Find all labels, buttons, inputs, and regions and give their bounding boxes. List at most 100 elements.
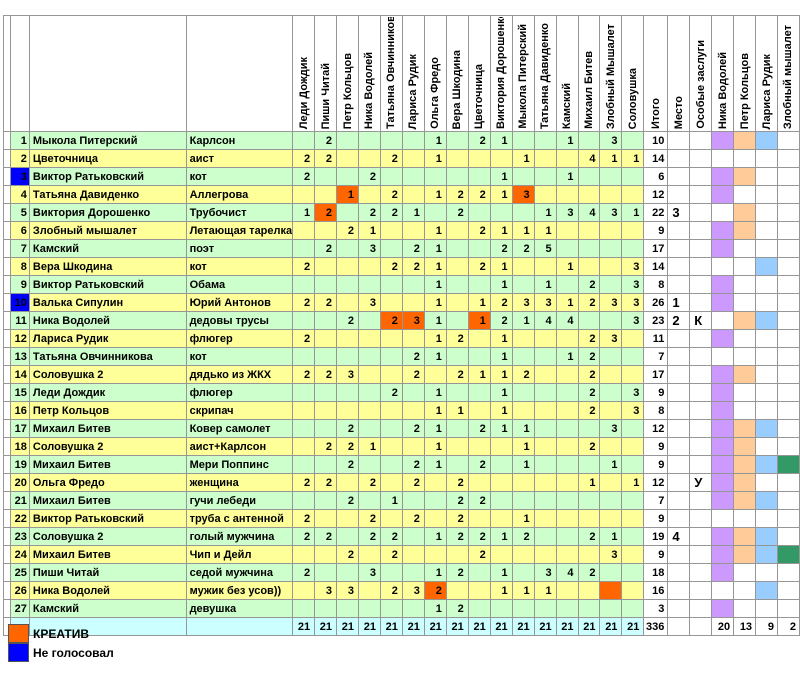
vote-cell[interactable] xyxy=(599,275,623,294)
vote-cell[interactable]: 2 xyxy=(314,239,338,258)
row-number[interactable]: 13 xyxy=(9,347,30,366)
vote-cell[interactable] xyxy=(467,509,491,528)
vote-cell[interactable]: 3 xyxy=(336,365,359,384)
vote-cell[interactable]: 2 xyxy=(423,581,447,600)
vote-cell[interactable]: 1 xyxy=(423,419,447,438)
vote-cell[interactable]: 2 xyxy=(445,599,469,618)
flag-cell[interactable] xyxy=(733,365,757,384)
vote-cell[interactable] xyxy=(423,167,447,186)
flag-cell[interactable] xyxy=(776,509,800,528)
vote-cell[interactable] xyxy=(445,581,469,600)
vote-cell[interactable] xyxy=(336,239,359,258)
vote-cell[interactable] xyxy=(314,545,338,564)
flag-cell[interactable] xyxy=(711,509,735,528)
vote-cell[interactable]: 1 xyxy=(599,527,623,546)
vote-cell[interactable] xyxy=(621,185,645,204)
flag-cell[interactable] xyxy=(776,437,800,456)
vote-cell[interactable] xyxy=(379,473,403,492)
flag-cell[interactable] xyxy=(733,149,757,168)
flag-cell[interactable] xyxy=(733,239,757,258)
vote-cell[interactable]: 2 xyxy=(336,545,359,564)
entry-cell[interactable]: аист+Карлсон xyxy=(185,437,294,456)
vote-cell[interactable]: 1 xyxy=(533,203,557,222)
place-cell[interactable] xyxy=(667,275,691,294)
vote-cell[interactable] xyxy=(445,239,469,258)
vote-cell[interactable]: 2 xyxy=(445,473,469,492)
row-number[interactable]: 24 xyxy=(9,545,30,564)
vote-cell[interactable]: 2 xyxy=(467,455,491,474)
entry-cell[interactable]: Аллегрова xyxy=(185,185,294,204)
vote-cell[interactable]: 1 xyxy=(489,185,513,204)
entry-cell[interactable]: дядько из ЖКХ xyxy=(185,365,294,384)
rater-column-header[interactable]: Ольга Фредо xyxy=(423,15,447,132)
vote-cell[interactable] xyxy=(533,491,557,510)
rater-column-header[interactable]: Лариса Рудик xyxy=(401,15,425,132)
flag-cell[interactable] xyxy=(733,491,757,510)
row-number[interactable]: 18 xyxy=(9,437,30,456)
flag-cell[interactable] xyxy=(776,239,800,258)
flag-cell[interactable] xyxy=(711,203,735,222)
vote-cell[interactable]: 1 xyxy=(555,131,579,150)
vote-cell[interactable] xyxy=(336,329,359,348)
flag-column-header[interactable]: Злобный мышалет xyxy=(776,15,800,132)
flag-cell[interactable] xyxy=(733,275,757,294)
flag-cell[interactable] xyxy=(733,311,757,330)
flag-cell[interactable] xyxy=(776,149,800,168)
vote-cell[interactable]: 1 xyxy=(555,347,579,366)
vote-cell[interactable] xyxy=(621,419,645,438)
vote-cell[interactable]: 2 xyxy=(379,203,403,222)
vote-cell[interactable] xyxy=(336,599,359,618)
author-cell[interactable]: Михаил Битев xyxy=(28,455,187,474)
vote-cell[interactable] xyxy=(599,257,623,276)
vote-cell[interactable]: 1 xyxy=(423,131,447,150)
row-number[interactable]: 25 xyxy=(9,563,30,582)
row-number[interactable]: 20 xyxy=(9,473,30,492)
flag-cell[interactable] xyxy=(733,473,757,492)
special-merit-cell[interactable] xyxy=(689,185,713,204)
special-merit-cell[interactable]: У xyxy=(689,473,713,492)
vote-cell[interactable]: 1 xyxy=(489,563,513,582)
vote-cell[interactable]: 1 xyxy=(599,455,623,474)
vote-cell[interactable] xyxy=(401,545,425,564)
vote-cell[interactable] xyxy=(555,401,579,420)
vote-cell[interactable] xyxy=(599,473,623,492)
vote-cell[interactable] xyxy=(423,473,447,492)
flag-cell[interactable] xyxy=(755,329,778,348)
vote-cell[interactable]: 1 xyxy=(489,131,513,150)
vote-cell[interactable]: 1 xyxy=(489,527,513,546)
vote-cell[interactable]: 1 xyxy=(489,167,513,186)
row-number[interactable]: 26 xyxy=(9,581,30,600)
entry-cell[interactable]: Мери Поппинс xyxy=(185,455,294,474)
author-cell[interactable]: Виктор Ратьковский xyxy=(28,275,187,294)
flag-cell[interactable] xyxy=(711,347,735,366)
vote-cell[interactable] xyxy=(314,275,338,294)
flag-cell[interactable] xyxy=(776,131,800,150)
special-merit-cell[interactable] xyxy=(689,293,713,312)
vote-cell[interactable] xyxy=(489,491,513,510)
vote-cell[interactable] xyxy=(358,401,381,420)
vote-cell[interactable]: 1 xyxy=(621,473,645,492)
vote-cell[interactable] xyxy=(336,275,359,294)
flag-cell[interactable] xyxy=(755,581,778,600)
vote-cell[interactable]: 2 xyxy=(314,131,338,150)
vote-cell[interactable]: 1 xyxy=(423,185,447,204)
vote-cell[interactable] xyxy=(467,149,491,168)
vote-cell[interactable]: 2 xyxy=(489,293,513,312)
special-merit-cell[interactable] xyxy=(689,419,713,438)
vote-cell[interactable] xyxy=(599,347,623,366)
vote-cell[interactable] xyxy=(555,329,579,348)
entry-cell[interactable]: Карлсон xyxy=(185,131,294,150)
vote-cell[interactable] xyxy=(511,599,535,618)
vote-cell[interactable] xyxy=(401,131,425,150)
entry-cell[interactable]: Обама xyxy=(185,275,294,294)
rater-column-header[interactable]: Михаил Битев xyxy=(577,15,601,132)
vote-cell[interactable]: 3 xyxy=(599,131,623,150)
flag-cell[interactable] xyxy=(776,311,800,330)
vote-cell[interactable] xyxy=(489,473,513,492)
entry-cell[interactable]: кот xyxy=(185,347,294,366)
vote-cell[interactable]: 1 xyxy=(511,455,535,474)
total-cell[interactable]: 10 xyxy=(643,131,669,150)
vote-cell[interactable] xyxy=(336,509,359,528)
flag-cell[interactable] xyxy=(776,419,800,438)
author-cell[interactable]: Ника Водолей xyxy=(28,581,187,600)
